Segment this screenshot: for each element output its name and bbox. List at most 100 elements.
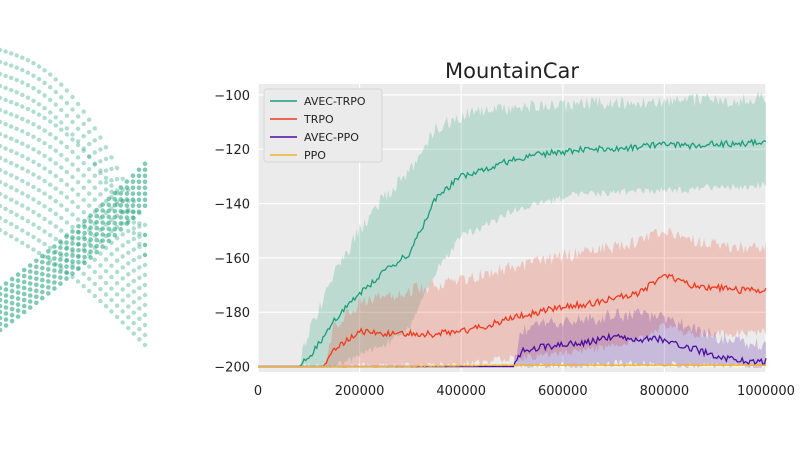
scatter-dot [75, 139, 81, 144]
scatter-dot [46, 261, 51, 266]
scatter-dot [75, 126, 81, 131]
scatter-dot [137, 265, 142, 270]
scatter-dot [58, 275, 63, 280]
scatter-dot [14, 175, 19, 181]
scatter-dot [0, 59, 3, 65]
scatter-dot [42, 166, 47, 171]
scatter-dot [31, 159, 36, 164]
scatter-dot [25, 156, 31, 162]
scatter-dot [124, 191, 130, 196]
scatter-dot [88, 237, 93, 242]
scatter-dot [82, 248, 87, 254]
scatter-dot [112, 202, 118, 208]
scatter-dot [59, 228, 64, 233]
scatter-dot [52, 280, 57, 285]
scatter-dot [81, 210, 86, 215]
scatter-dot [75, 279, 81, 284]
scatter-dot [3, 85, 8, 91]
scatter-dot [52, 244, 57, 249]
scatter-dot [21, 297, 27, 303]
scatter-dot [53, 89, 58, 95]
scatter-dot [64, 195, 70, 200]
scatter-dot [87, 203, 92, 208]
scatter-dot [70, 235, 75, 240]
scatter-dot [94, 249, 99, 255]
scatter-dot [81, 109, 86, 114]
legend-label: TRPO [303, 113, 334, 126]
scatter-dot [59, 152, 64, 158]
scatter-dot [106, 220, 112, 226]
scatter-dot [48, 119, 53, 124]
scatter-dot [36, 76, 42, 82]
scatter-dot [46, 273, 51, 278]
scatter-dot [142, 252, 148, 258]
confidence-bands [258, 91, 766, 368]
scatter-dot [9, 160, 14, 166]
scatter-dot [21, 267, 27, 273]
scatter-dot [20, 55, 25, 60]
legend-box [263, 88, 383, 163]
scatter-dot [120, 265, 125, 270]
scatter-dot [58, 281, 63, 286]
scatter-dot [142, 185, 148, 191]
scatter-dot [87, 167, 92, 172]
scatter-dot [137, 231, 142, 236]
scatter-dot [3, 206, 8, 212]
scatter-dot [88, 225, 93, 230]
scatter-dot [64, 132, 70, 137]
scatter-dot [14, 90, 19, 95]
scatter-dot [21, 291, 27, 297]
scatter-dot [136, 203, 142, 209]
scatter-dot [20, 80, 25, 85]
scatter-dot [76, 242, 81, 247]
scatter-dot [58, 245, 63, 250]
scatter-dot [20, 228, 25, 233]
scatter-dot [64, 276, 69, 281]
y-tick-label: −100 [214, 89, 250, 104]
scatter-dot [87, 129, 92, 135]
scatter-dot [46, 285, 51, 290]
scatter-dot [64, 207, 70, 212]
scatter-dot [92, 281, 98, 287]
scatter-dot [9, 99, 14, 105]
scatter-dot [0, 191, 3, 197]
scatter-dot [114, 258, 120, 263]
scatter-dot [48, 195, 53, 200]
scatter-dot [46, 249, 51, 254]
scatter-dot [9, 234, 14, 239]
scatter-dot [0, 327, 3, 333]
scatter-dot [40, 295, 45, 301]
scatter-dot [0, 155, 3, 161]
scatter-dot [0, 315, 3, 321]
scatter-dot [120, 320, 125, 325]
scatter-dot [92, 150, 98, 155]
scatter-dot [14, 114, 19, 119]
scatter-dot [3, 323, 9, 328]
scatter-dot [21, 303, 27, 309]
legend-label: AVEC-TRPO [304, 95, 366, 108]
scatter-dot [82, 236, 87, 242]
x-tick-label: 0 [254, 384, 262, 399]
scatter-dot [92, 197, 98, 202]
scatter-dot [9, 51, 14, 56]
scatter-dot [75, 217, 81, 222]
scatter-dot [120, 232, 125, 237]
scatter-dot [118, 185, 124, 190]
scatter-dot [124, 197, 130, 202]
scatter-dot [87, 264, 92, 269]
scatter-dot [103, 180, 109, 185]
scatter-dot [70, 132, 75, 137]
scatter-dot [20, 215, 25, 221]
scatter-dot [92, 185, 98, 190]
scatter-dot [52, 286, 57, 291]
scatter-dot [40, 289, 45, 295]
scatter-dot [46, 291, 51, 296]
scatter-dot [27, 263, 33, 268]
scatter-dot [9, 124, 14, 129]
scatter-dot [36, 89, 42, 94]
scatter-dot [106, 238, 112, 244]
scatter-dot [100, 208, 105, 213]
scatter-dot [131, 310, 136, 315]
scatter-dot [142, 242, 148, 248]
scatter-dot [64, 270, 69, 275]
